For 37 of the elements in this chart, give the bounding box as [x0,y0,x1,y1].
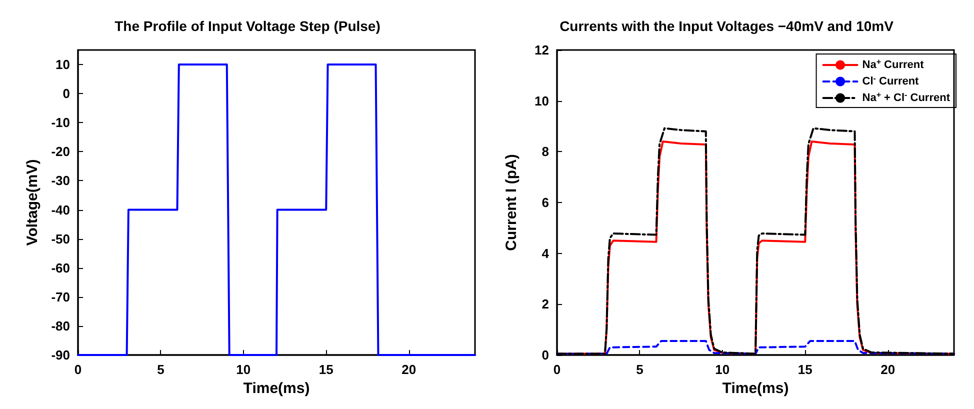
y-tick-label: 4 [542,246,550,261]
y-tick-label: 2 [542,296,549,312]
legend-label: Cl- Current [862,74,920,88]
x-axis-title: Time(ms) [722,380,789,397]
y-tick-label: -40 [51,202,70,218]
y-tick-label: -90 [51,348,70,362]
x-tick-label: 5 [157,362,164,377]
y-tick-label: -80 [51,318,70,334]
y-tick-label: 0 [542,348,549,362]
x-tick-label: 0 [74,362,82,377]
x-tick-label: 10 [236,362,251,377]
chart-title: The Profile of Input Voltage Step (Pulse) [114,18,380,34]
x-tick-label: 10 [715,362,730,377]
x-tick-label: 20 [880,362,896,377]
y-tick-label: -20 [51,144,70,160]
x-tick-label: 20 [402,362,416,377]
x-tick-label: 0 [553,362,561,377]
y-tick-label: 10 [56,57,70,72]
y-tick-label: 6 [542,195,549,210]
x-tick-label: 15 [318,362,334,377]
y-axis-title: Current I (pA) [503,154,520,251]
y-axis-title: Voltage(mV) [24,159,41,246]
legend-label: Na+ + Cl- Current [862,90,950,104]
y-tick-label: -30 [51,173,70,188]
chart-title: Currents with the Input Voltages −40mV and 10mV [560,18,894,34]
x-tick-label: 15 [798,362,812,377]
y-tick-label: 0 [62,86,70,102]
y-tick-label: -50 [51,231,70,246]
y-tick-label: -60 [51,260,70,276]
x-tick-label: 5 [636,362,644,377]
y-tick-label: -70 [51,289,70,304]
y-tick-label: 12 [534,42,549,58]
legend-label: Na+ Current [862,58,924,71]
y-tick-label: -10 [51,115,70,130]
x-axis-title: Time(ms) [243,380,310,397]
y-tick-label: 10 [534,93,549,108]
y-tick-label: 8 [542,144,549,160]
